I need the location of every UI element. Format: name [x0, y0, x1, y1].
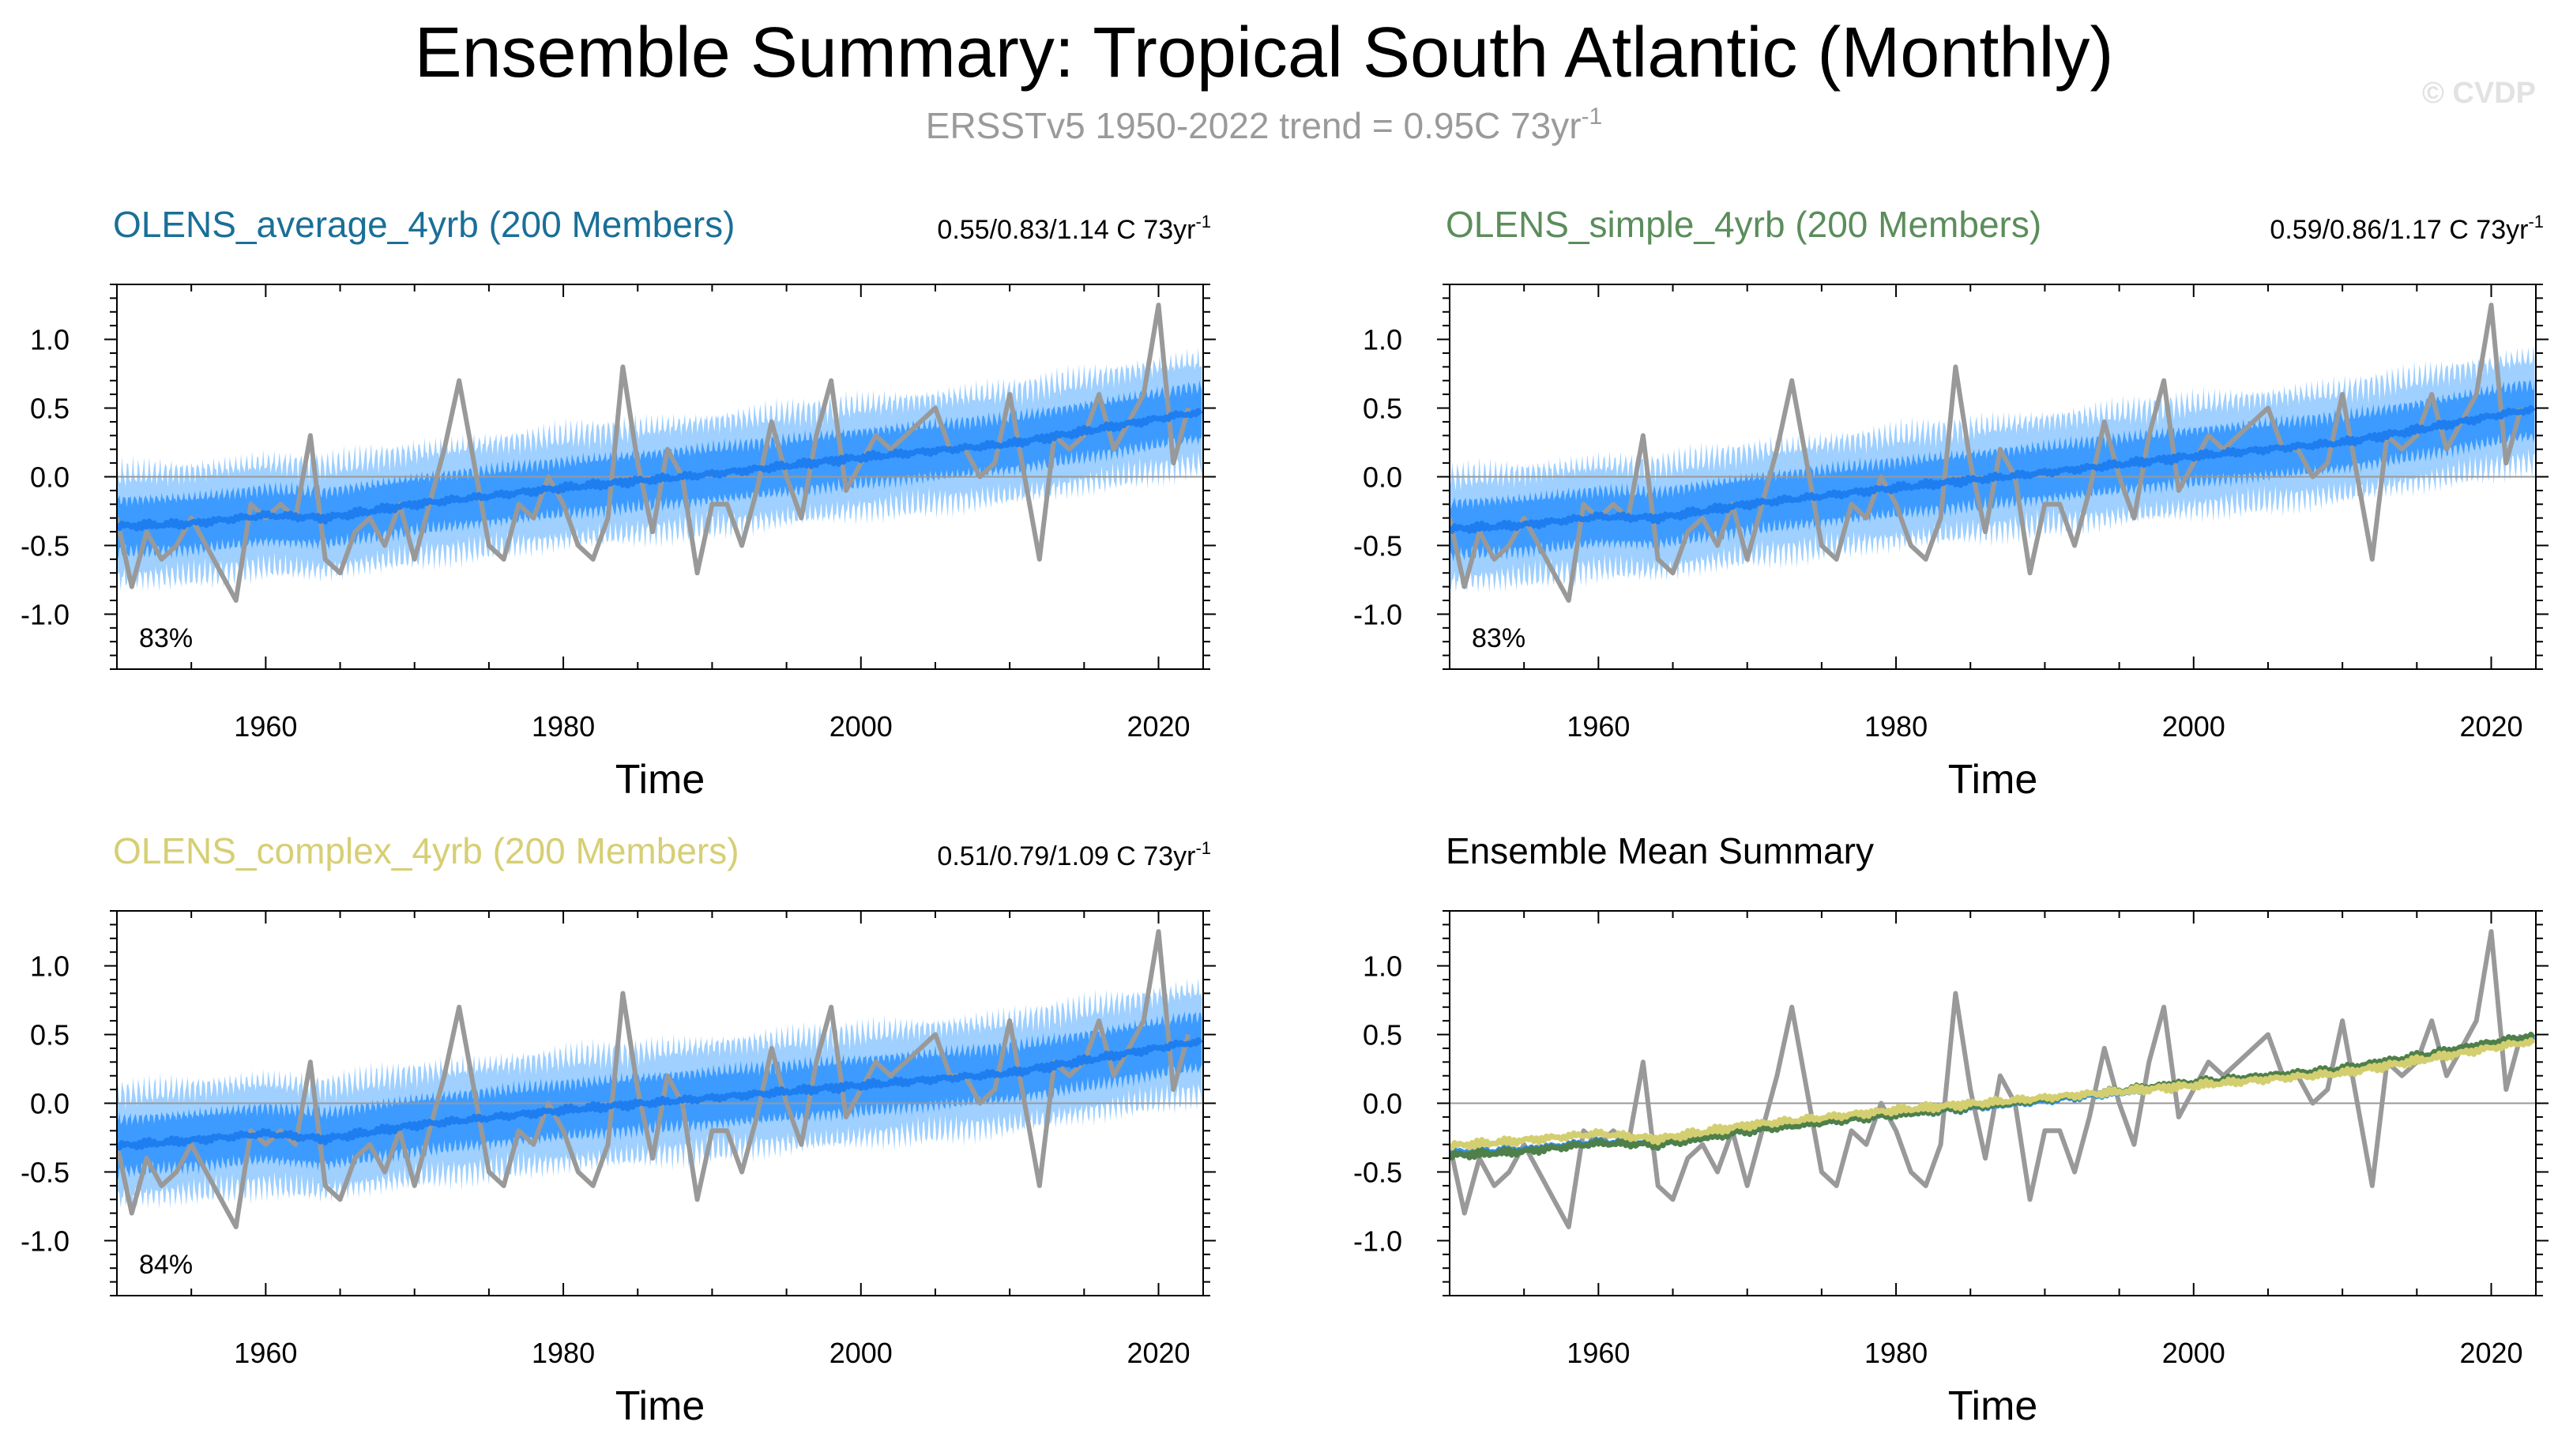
x-tick-label: 1980 [532, 710, 595, 743]
y-tick-label: -1.0 [21, 598, 70, 630]
x-tick-label: 1980 [1864, 710, 1928, 743]
x-tick-label: 2020 [1127, 1337, 1190, 1369]
y-tick-label: 0.0 [1363, 1088, 1402, 1120]
y-tick-label: 0.5 [1363, 1019, 1402, 1052]
y-tick-label: -1.0 [21, 1225, 70, 1257]
panel-3: 1.0 0.5 0.0 -0.5 -1.0 1960 1980 2000 2020 Time OLE… [21, 830, 1216, 1429]
panel-1: 1.0 0.5 0.0 -0.5 -1.0 1960 1980 2000 2020 Time OLE… [21, 204, 1216, 803]
y-tick-label: 0.5 [1363, 393, 1402, 425]
spread-inner-band [1450, 378, 2535, 562]
watermark: © CVDP [2422, 77, 2536, 110]
x-tick-label: 2000 [829, 1337, 893, 1369]
x-tick-label: 2000 [2162, 710, 2225, 743]
x-tick-label: 1960 [234, 1337, 297, 1369]
ensemble-mean-line [117, 408, 1203, 532]
y-tick-label: 0.0 [1363, 461, 1402, 494]
trend-label: 0.55/0.83/1.14 C 73yr-1 [937, 212, 1211, 245]
plot-area [117, 929, 1203, 1229]
y-tick-label: -0.5 [21, 529, 70, 562]
x-tick-label: 2000 [829, 710, 893, 743]
x-tick-label: 2020 [1127, 710, 1190, 743]
plot-area [1450, 303, 2536, 603]
trend-label-superscript: -1 [1195, 212, 1211, 231]
y-tick-label: 0.5 [30, 1019, 70, 1052]
panel-title: OLENS_simple_4yrb (200 Members) [1446, 204, 2041, 245]
x-tick-label: 1960 [1567, 710, 1630, 743]
subtitle-superscript: -1 [1582, 103, 1603, 130]
trend-label-superscript: -1 [1195, 838, 1211, 858]
x-axis-label: Time [615, 1383, 705, 1429]
trend-label-text: 0.59/0.86/1.17 C 73yr [2270, 215, 2528, 245]
y-tick-label: -1.0 [1353, 1225, 1402, 1257]
trend-label-superscript: -1 [2528, 212, 2544, 231]
ensemble-mean-line [117, 1037, 1203, 1151]
x-tick-label: 1960 [1567, 1337, 1630, 1369]
y-tick-label: -1.0 [1353, 598, 1402, 630]
y-tick-label: 1.0 [30, 950, 70, 983]
observed-series-line [1450, 929, 2524, 1229]
trend-label-text: 0.51/0.79/1.09 C 73yr [937, 841, 1195, 871]
x-tick-label: 1980 [532, 1337, 595, 1369]
panel-title: OLENS_complex_4yrb (200 Members) [113, 830, 739, 871]
y-tick-label: -0.5 [1353, 1156, 1402, 1188]
panel-4: 1.0 0.5 0.0 -0.5 -1.0 1960 1980 2000 2020 Time Ens… [1353, 830, 2549, 1429]
spread-inner-band [117, 1010, 1202, 1179]
y-tick-label: 1.0 [1363, 950, 1402, 983]
observed-series-line [117, 929, 1191, 1229]
spread-inner-band [117, 380, 1202, 559]
y-tick-label: 1.0 [30, 324, 70, 356]
x-tick-label: 2020 [2459, 1337, 2522, 1369]
x-tick-label: 1980 [1864, 1337, 1928, 1369]
x-tick-label: 1960 [234, 710, 297, 743]
ensemble-mean-line-OLENS_simple_4yrb [1450, 1031, 2536, 1161]
percent-label: 84% [139, 1250, 193, 1280]
x-axis-label: Time [615, 757, 705, 803]
x-axis-label: Time [1948, 1383, 2038, 1429]
ensemble-mean-line-OLENS_complex_4yrb [1450, 1037, 2536, 1151]
plot-area [117, 303, 1203, 603]
x-tick-label: 2000 [2162, 1337, 2225, 1369]
trend-label: 0.51/0.79/1.09 C 73yr-1 [937, 838, 1211, 871]
y-tick-label: -0.5 [1353, 529, 1402, 562]
y-tick-label: 0.5 [30, 393, 70, 425]
figure-subtitle: ERSSTv5 1950-2022 trend = 0.95C 73yr-1 [926, 103, 1602, 146]
panel-title: OLENS_average_4yrb (200 Members) [113, 204, 735, 245]
panel-2: 1.0 0.5 0.0 -0.5 -1.0 1960 1980 2000 2020 Time OLE… [1353, 204, 2549, 803]
x-tick-label: 2020 [2459, 710, 2522, 743]
subtitle-text: ERSSTv5 1950-2022 trend = 0.95C 73yr [926, 105, 1582, 146]
percent-label: 83% [1472, 623, 1525, 653]
x-axis-label: Time [1948, 757, 2038, 803]
trend-label: 0.59/0.86/1.17 C 73yr-1 [2270, 212, 2544, 245]
y-tick-label: 0.0 [30, 1088, 70, 1120]
y-tick-label: -0.5 [21, 1156, 70, 1188]
ensemble-mean-line [1450, 404, 2536, 534]
figure-title: Ensemble Summary: Tropical South Atlanti… [415, 13, 2114, 92]
percent-label: 83% [139, 623, 193, 653]
trend-label-text: 0.55/0.83/1.14 C 73yr [937, 215, 1195, 245]
y-tick-label: 0.0 [30, 461, 70, 494]
y-tick-label: 1.0 [1363, 324, 1402, 356]
plot-area [1450, 929, 2536, 1229]
panel-title: Ensemble Mean Summary [1446, 830, 1874, 871]
